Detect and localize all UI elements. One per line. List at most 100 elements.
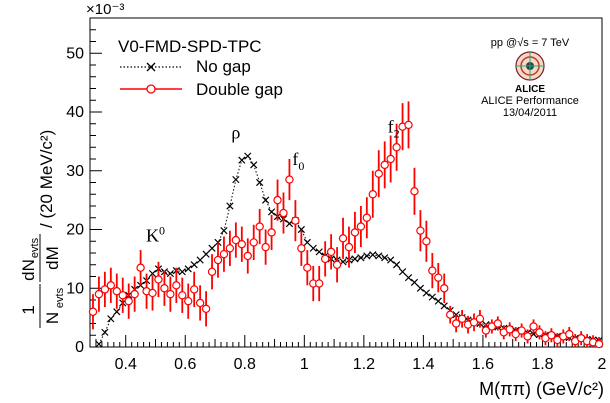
data-point [481, 326, 491, 335]
data-point [535, 328, 544, 337]
data-point [106, 281, 116, 290]
data-point [207, 267, 217, 276]
data-point [208, 244, 216, 252]
data-point [356, 222, 366, 231]
data-point [344, 242, 354, 252]
data-point [374, 169, 383, 178]
data-point [249, 238, 258, 247]
y-label-denom-sub: evts [54, 287, 66, 308]
data-point [309, 244, 317, 252]
data-point [250, 161, 258, 169]
data-point [434, 273, 443, 282]
y-tick-label: 20 [66, 222, 84, 239]
y-tick-label: 10 [66, 280, 84, 297]
data-point [243, 251, 252, 261]
data-point [434, 297, 442, 305]
data-point [112, 286, 121, 296]
data-point [565, 329, 574, 339]
data-point [416, 284, 425, 292]
data-point [404, 120, 413, 130]
data-point [338, 234, 348, 243]
data-point [166, 269, 174, 278]
data-point [428, 266, 437, 275]
x-tick-label: 1.6 [472, 356, 494, 373]
data-point [469, 318, 479, 327]
data-point [594, 339, 604, 349]
data-point [196, 256, 204, 264]
data-point [386, 154, 395, 164]
data-point [315, 248, 323, 256]
data-point [178, 268, 186, 276]
data-point [553, 335, 562, 345]
info-performance-label: ALICE Performance [481, 95, 579, 107]
data-point [267, 228, 276, 237]
data-point [231, 235, 241, 245]
data-point [326, 247, 336, 257]
data-point [154, 275, 163, 284]
legend-no-gap-marker [146, 62, 156, 72]
data-point [315, 279, 324, 288]
y-label-frac2-numer: dN [19, 259, 38, 281]
data-point [410, 187, 419, 196]
data-point [320, 254, 330, 264]
data-point [493, 319, 503, 328]
data-point [262, 196, 270, 204]
x-tick-label: 1.2 [353, 356, 375, 373]
x-tick-label: 0.4 [115, 356, 137, 373]
data-point [201, 304, 211, 314]
y-label-frac2-denom: dM [43, 246, 62, 270]
peak-annotation: ρ [231, 122, 240, 142]
data-point [267, 208, 276, 216]
data-point [184, 265, 192, 273]
y-tick-label: 30 [66, 163, 84, 180]
y-exponent-label: ×10⁻³ [86, 1, 124, 18]
data-point [160, 284, 169, 293]
data-point [303, 238, 311, 247]
peak-annotation: K0 [146, 223, 165, 245]
data-point [523, 332, 532, 341]
data-point [261, 242, 270, 252]
data-point [255, 222, 264, 231]
y-tick-label: 40 [66, 104, 84, 121]
data-point [529, 322, 538, 331]
data-point [404, 274, 413, 282]
data-point [303, 263, 312, 272]
data-point [422, 237, 431, 246]
data-point [392, 143, 401, 152]
data-point [291, 216, 300, 225]
data-point [101, 328, 109, 336]
data-point [369, 251, 377, 259]
data-point [256, 178, 264, 187]
y-tick-label: 0 [75, 339, 84, 356]
data-point [398, 268, 407, 276]
data-point [357, 254, 365, 262]
data-point [172, 281, 181, 290]
data-point [475, 314, 485, 323]
data-point [226, 202, 234, 210]
data-point [505, 325, 514, 334]
data-point [511, 329, 520, 339]
x-tick-label: 1 [300, 356, 309, 373]
data-point [387, 256, 395, 264]
alice-info-box: pp @√s = 7 TeV ALICE ALICE Performance 1… [481, 37, 579, 119]
data-point [375, 252, 383, 260]
data-point [178, 291, 187, 300]
data-point [273, 195, 282, 205]
x-tick-label: 0.8 [234, 356, 256, 373]
data-point [297, 225, 305, 234]
data-point [88, 307, 98, 316]
info-date-label: 13/04/2011 [503, 107, 557, 119]
data-point [428, 293, 436, 301]
data-point [94, 289, 104, 299]
data-point [237, 239, 247, 249]
data-point [238, 156, 246, 164]
series-no-gap [95, 152, 603, 348]
legend-double-gap-marker [146, 84, 156, 94]
y-label-denom: N [43, 312, 62, 324]
x-tick-label: 0.6 [174, 356, 196, 373]
data-point [118, 291, 127, 300]
data-point [445, 310, 455, 319]
data-point [351, 255, 359, 263]
